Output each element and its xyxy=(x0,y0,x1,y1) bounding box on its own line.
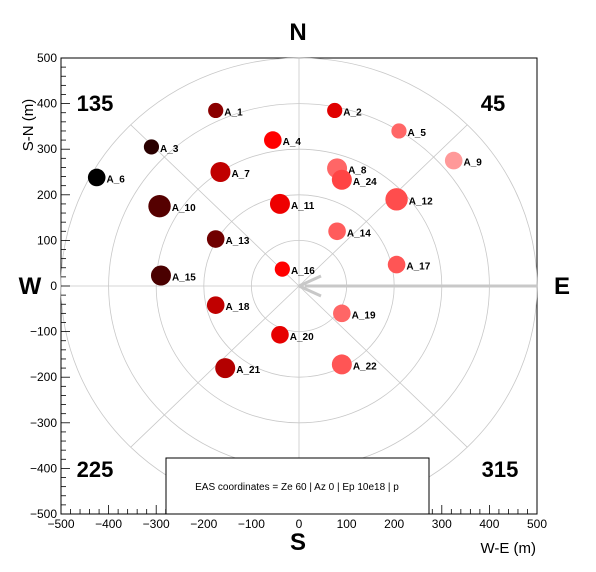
station-marker xyxy=(143,139,160,155)
x-tick-label: −500 xyxy=(47,517,74,531)
radial-line-135 xyxy=(130,124,300,287)
station-label: A_1 xyxy=(224,107,243,118)
station-label: A_5 xyxy=(408,128,427,139)
x-tick-label: −100 xyxy=(238,517,265,531)
x-tick-label: 100 xyxy=(337,517,357,531)
station-marker xyxy=(328,222,346,241)
x-tick-label: 200 xyxy=(384,517,404,531)
station-label: A_18 xyxy=(226,302,250,313)
radial-line-45 xyxy=(298,124,468,287)
info-box: EAS coordinates = Ze 60 | Az 0 | Ep 10e1… xyxy=(165,457,430,515)
station-label: A_12 xyxy=(409,196,433,207)
station-marker xyxy=(210,162,231,182)
station-marker xyxy=(264,131,282,149)
radial-line-225 xyxy=(130,285,300,448)
station-label: A_17 xyxy=(406,262,430,273)
station-label: A_15 xyxy=(172,273,196,284)
y-tick-label: 500 xyxy=(37,51,57,65)
x-tick-label: 400 xyxy=(479,517,499,531)
station-label: A_13 xyxy=(226,236,250,247)
station-label: A_7 xyxy=(231,169,250,180)
station-label: A_24 xyxy=(353,177,377,188)
x-tick-label: −200 xyxy=(190,517,217,531)
compass-east: E xyxy=(554,273,570,300)
x-axis-title: W-E (m) xyxy=(480,540,536,557)
y-tick-label: −200 xyxy=(30,370,57,384)
radial-line-315 xyxy=(298,285,468,448)
shower-arrow xyxy=(298,274,537,298)
y-tick-label: 400 xyxy=(37,97,57,111)
stations-layer: A_1 A_2 A_3 A_4 A_5 A_6 A_7 A_8 A_9 A_10 A_11 A_12 A… xyxy=(87,102,483,379)
y-tick-label: 200 xyxy=(37,188,57,202)
quadrant-label-315: 315 xyxy=(482,457,519,482)
x-tick-label: −400 xyxy=(95,517,122,531)
station-marker xyxy=(274,261,290,277)
quadrant-label-135: 135 xyxy=(77,91,114,116)
station-marker xyxy=(269,193,290,214)
station-marker xyxy=(327,102,343,119)
quadrant-label-45: 45 xyxy=(481,91,505,116)
station-marker xyxy=(206,230,225,248)
station-marker xyxy=(206,296,225,314)
x-tick-label: 300 xyxy=(432,517,452,531)
station-label: A_2 xyxy=(343,107,362,118)
station-label: A_8 xyxy=(348,165,367,176)
axis-tick-labels: −500 −400 −300 −200 −100 0 100 200 300 400 500 −500… xyxy=(30,51,547,531)
y-tick-label: −400 xyxy=(30,461,57,475)
y-tick-label: 300 xyxy=(37,142,57,156)
station-label: A_20 xyxy=(290,332,314,343)
station-label: A_22 xyxy=(353,361,377,372)
x-tick-label: −300 xyxy=(143,517,170,531)
shower-arrow-head-lower xyxy=(298,284,322,298)
station-label: A_10 xyxy=(172,203,196,214)
station-label: A_21 xyxy=(236,365,260,376)
quadrant-label-225: 225 xyxy=(77,457,114,482)
compass-west: W xyxy=(19,273,42,300)
y-tick-label: 100 xyxy=(37,233,57,247)
station-label: A_6 xyxy=(107,174,126,185)
station-label: A_3 xyxy=(160,144,179,155)
station-marker xyxy=(333,304,351,323)
shower-arrow-head-upper xyxy=(298,274,322,288)
info-box-text: EAS coordinates = Ze 60 | Az 0 | Ep 10e1… xyxy=(195,482,399,493)
station-marker xyxy=(387,255,406,274)
station-label: A_14 xyxy=(347,228,371,239)
y-tick-label: −100 xyxy=(30,325,57,339)
compass-south: S xyxy=(290,529,306,556)
station-label: A_9 xyxy=(464,158,483,169)
x-tick-label: 0 xyxy=(296,517,303,531)
station-marker xyxy=(208,102,224,119)
station-label: A_19 xyxy=(352,310,376,321)
station-label: A_11 xyxy=(291,201,315,212)
station-marker xyxy=(148,195,171,218)
station-marker xyxy=(87,168,106,187)
station-marker xyxy=(385,188,408,211)
station-marker xyxy=(331,169,352,190)
station-marker xyxy=(271,325,289,344)
station-label: A_4 xyxy=(283,137,302,148)
station-marker xyxy=(150,265,171,286)
station-marker xyxy=(215,358,236,379)
station-marker xyxy=(331,354,352,375)
y-axis-title: S-N (m) xyxy=(20,99,37,152)
station-marker xyxy=(444,151,463,170)
station-label: A_16 xyxy=(291,266,315,277)
radial-lines xyxy=(130,124,468,448)
station-marker xyxy=(391,123,407,139)
x-tick-label: 500 xyxy=(527,517,547,531)
compass-north: N xyxy=(289,19,306,46)
y-tick-label: 0 xyxy=(50,279,57,293)
y-tick-label: −500 xyxy=(30,507,57,521)
y-tick-label: −300 xyxy=(30,416,57,430)
